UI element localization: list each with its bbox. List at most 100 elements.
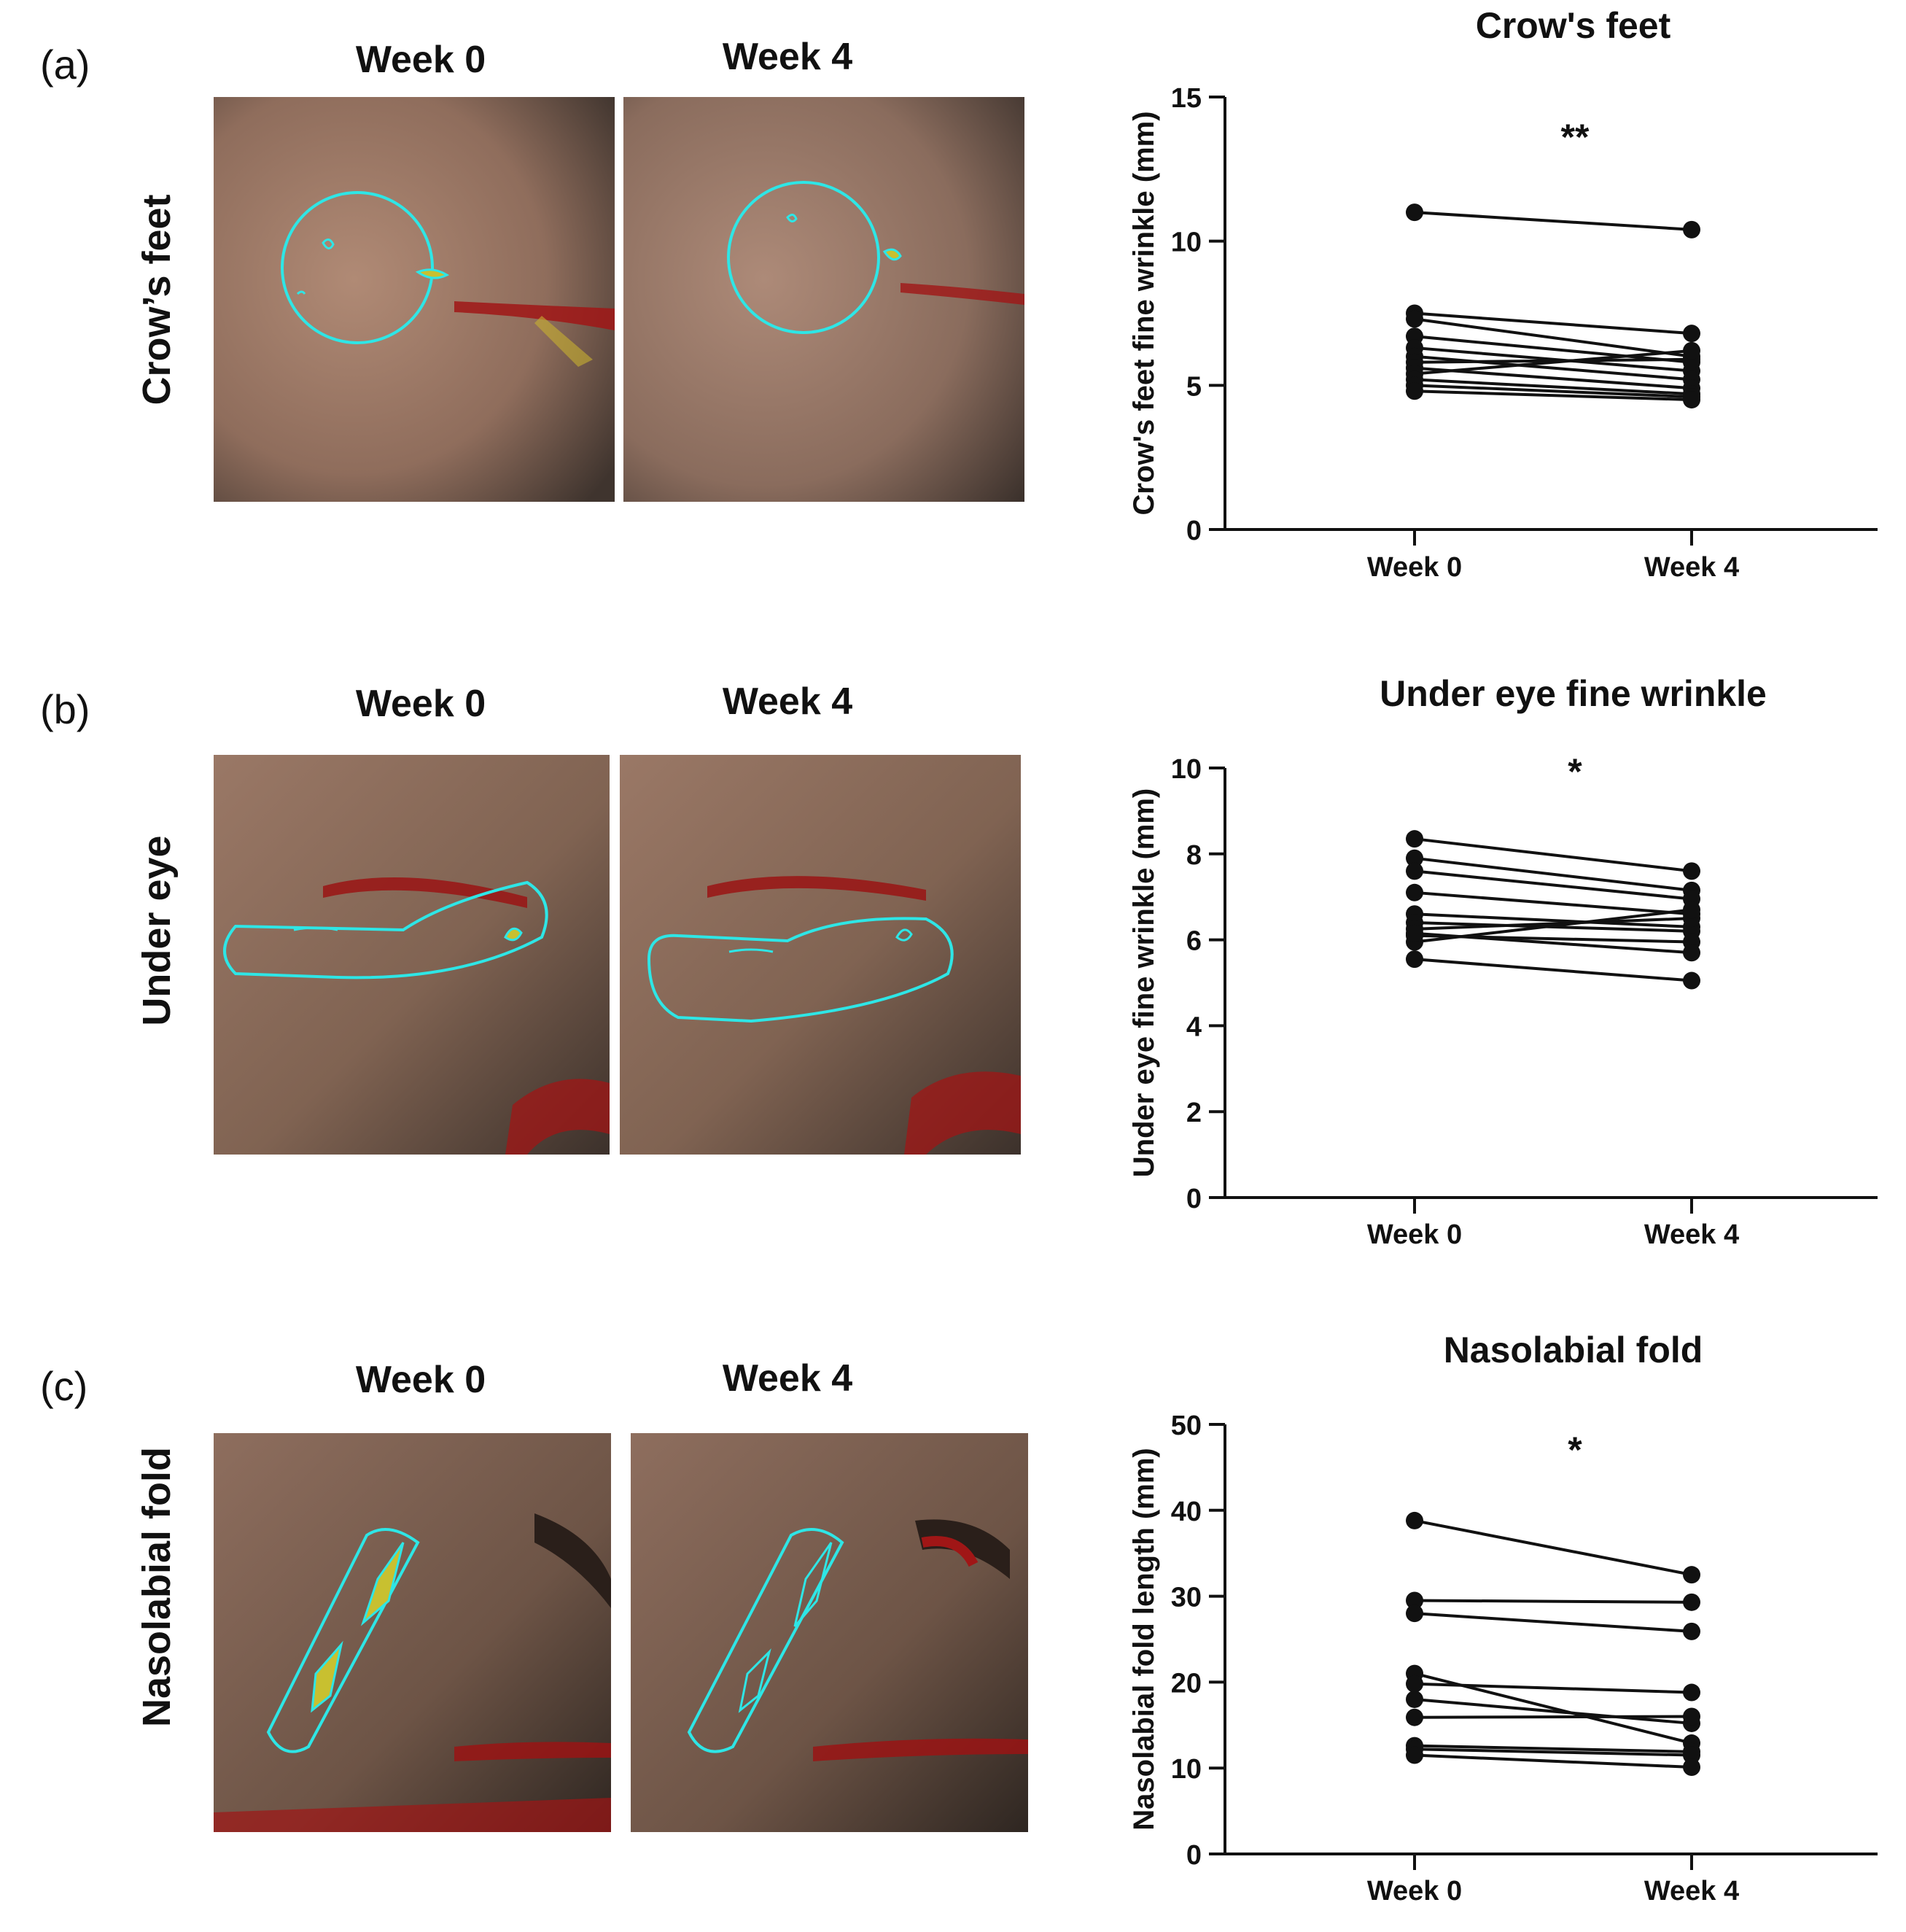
series-line	[1414, 1612, 1692, 1633]
data-point	[1406, 1511, 1423, 1529]
series-line	[1414, 1715, 1692, 1719]
series-line	[1414, 1682, 1692, 1694]
data-point	[1683, 1707, 1700, 1726]
data-point	[1406, 1675, 1423, 1693]
series-s2	[1406, 1591, 1700, 1611]
y-tick-label: 2	[1186, 1098, 1202, 1128]
series-line	[1414, 317, 1692, 358]
week0-label-a: Week 0	[355, 39, 486, 81]
series-s1	[1406, 830, 1700, 880]
data-point	[1683, 391, 1700, 409]
y-tick-label: 10	[1171, 228, 1202, 258]
series-line	[1414, 1697, 1692, 1725]
photo-nasolabial-week0	[214, 1433, 611, 1832]
chart-under-eye: Under eye fine wrinkle * 0 2 4 6 8 10 Week 0 Week…	[1128, 673, 1878, 1250]
y-tick-label: 4	[1186, 1012, 1202, 1042]
photo-crows-feet-week4	[623, 97, 1024, 502]
data-point	[1406, 830, 1423, 848]
series-line	[1414, 1753, 1692, 1769]
data-point	[1683, 341, 1700, 360]
y-axis-label: Nasolabial fold length (mm)	[1128, 1448, 1160, 1830]
photo-crows-feet-week0	[214, 97, 615, 502]
series-line	[1414, 389, 1692, 402]
data-point	[1683, 901, 1700, 919]
data-point	[1683, 1683, 1700, 1702]
y-tick-label: 10	[1171, 1754, 1202, 1785]
roi-outline	[687, 1528, 844, 1753]
series-line	[1414, 1599, 1692, 1604]
data-point	[1406, 883, 1423, 901]
x-tick-label: Week 4	[1644, 1876, 1739, 1906]
significance-marker: *	[1568, 1429, 1582, 1470]
y-tick-label: 8	[1186, 840, 1202, 871]
row-label-under-eye: Under eye	[135, 835, 179, 1026]
row-label-crows-feet: Crow’s feet	[135, 194, 179, 406]
week0-label-c: Week 0	[355, 1359, 486, 1401]
series-line	[1414, 335, 1692, 364]
series-line	[1414, 837, 1692, 873]
series-line	[1414, 869, 1692, 901]
roi-outline	[223, 880, 548, 979]
series-line	[1414, 912, 1692, 928]
y-axis-label: Crow's feet fine wrinkle (mm)	[1128, 111, 1160, 515]
data-point	[1683, 1758, 1700, 1777]
series-s6	[1406, 1690, 1700, 1732]
significance-marker: *	[1568, 751, 1582, 792]
data-point	[1406, 849, 1423, 867]
data-point	[1406, 950, 1423, 969]
y-tick-label: 0	[1186, 516, 1202, 546]
roi-circle	[281, 191, 434, 344]
y-tick-label: 30	[1171, 1583, 1202, 1613]
roi-circle	[727, 181, 880, 334]
series-line	[1414, 958, 1692, 982]
data-point	[1683, 862, 1700, 880]
data-point	[1406, 382, 1423, 400]
row-label-nasolabial: Nasolabial fold	[135, 1446, 179, 1728]
series-line	[1414, 1518, 1692, 1577]
y-tick-label: 10	[1171, 754, 1202, 785]
data-point	[1406, 924, 1423, 942]
data-point	[1683, 944, 1700, 962]
data-point	[1406, 310, 1423, 328]
series-s10	[1406, 950, 1700, 990]
week4-label-c: Week 4	[722, 1357, 853, 1400]
week0-label-b: Week 0	[355, 683, 486, 725]
panel-label-a: (a)	[40, 42, 90, 88]
chart-title: Under eye fine wrinkle	[1380, 673, 1767, 714]
series-line	[1414, 931, 1692, 955]
data-point	[1683, 1746, 1700, 1764]
y-tick-label: 15	[1171, 83, 1202, 114]
series-line	[1414, 1744, 1692, 1753]
series-line	[1414, 349, 1692, 376]
series-s1	[1406, 1511, 1700, 1584]
series-line	[1414, 211, 1692, 231]
data-point	[1406, 1708, 1423, 1726]
series-s1	[1406, 203, 1700, 238]
series-line	[1414, 378, 1692, 396]
data-point	[1406, 203, 1423, 222]
photo-nasolabial-week4	[631, 1433, 1028, 1832]
chart-nasolabial: Nasolabial fold * 0 10 20 30 40 50 Week 0 Week 4 N…	[1128, 1330, 1878, 1906]
roi-outline	[647, 917, 954, 1023]
y-axis-label: Under eye fine wrinkle (mm)	[1128, 788, 1160, 1177]
x-tick-label: Week 0	[1367, 1876, 1462, 1906]
data-point	[1406, 1690, 1423, 1708]
y-tick-label: 20	[1171, 1668, 1202, 1699]
chart-title: Nasolabial fold	[1444, 1330, 1703, 1370]
data-point	[1406, 862, 1423, 880]
series-line	[1414, 917, 1692, 931]
eyelid-crease	[323, 877, 527, 908]
series-line	[1414, 384, 1692, 399]
x-tick-label: Week 4	[1644, 1219, 1739, 1250]
chart-title: Crow's feet	[1476, 5, 1671, 46]
y-tick-label: 5	[1186, 371, 1202, 402]
series-s10	[1406, 1746, 1700, 1777]
y-tick-label: 6	[1186, 926, 1202, 957]
series-s4	[1406, 327, 1700, 371]
series-s4	[1406, 1664, 1700, 1753]
y-tick-label: 40	[1171, 1497, 1202, 1527]
series-line	[1414, 891, 1692, 916]
y-tick-label: 0	[1186, 1840, 1202, 1871]
x-tick-label: Week 4	[1644, 552, 1739, 583]
y-tick-label: 50	[1171, 1411, 1202, 1441]
